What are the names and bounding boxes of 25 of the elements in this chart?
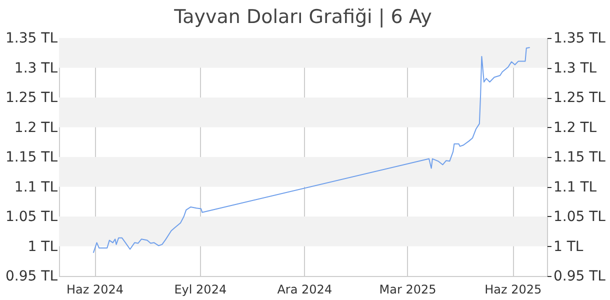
x-tick-label: Ara 2024	[277, 282, 332, 296]
x-tick-label: Haz 2024	[66, 282, 124, 296]
y2-tick-label: 1.3 TL	[554, 60, 597, 76]
y-tick-label: 1.2 TL	[14, 120, 58, 136]
y-tick-label: 1.35 TL	[6, 30, 58, 46]
y-tick-label: 1.3 TL	[14, 60, 58, 76]
y-tick-label: 1.25 TL	[6, 90, 58, 106]
y2-tick-label: 1.15 TL	[554, 150, 606, 166]
y2-tick-label: 1.05 TL	[554, 209, 606, 225]
y2-tick-label: 1.35 TL	[554, 30, 606, 46]
y-tick-label: 1.05 TL	[6, 209, 58, 225]
x-tick-label: Haz 2025	[484, 282, 542, 296]
y2-tick-label: 1.25 TL	[554, 90, 606, 106]
y2-tick-label: 1.2 TL	[554, 120, 597, 136]
line-series	[92, 47, 530, 254]
y2-tick-label: 1 TL	[554, 238, 584, 255]
x-tick-label: Mar 2025	[379, 282, 436, 296]
y-tick-label: 1.1 TL	[14, 179, 58, 196]
y-tick-label: 1 TL	[28, 238, 58, 255]
y-tick-label: 0.95 TL	[6, 268, 58, 284]
chart-title: Tayvan Doları Grafiği | 6 Ay	[173, 6, 432, 28]
y2-tick-label: 1.1 TL	[554, 179, 597, 196]
x-tick-label: Eyl 2024	[174, 282, 227, 296]
y2-tick-label: 0.95 TL	[554, 268, 606, 284]
y-tick-label: 1.15 TL	[6, 150, 58, 166]
